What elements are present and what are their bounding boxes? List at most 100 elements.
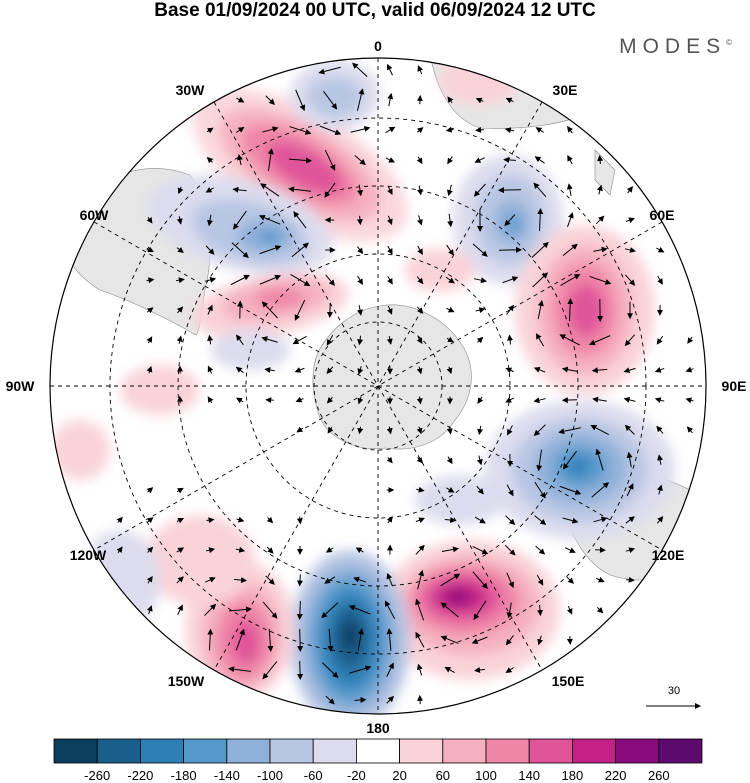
wind-arrow — [473, 183, 486, 197]
wind-arrow — [176, 246, 184, 254]
wind-arrow — [386, 695, 395, 704]
lon-label-30w: 30W — [176, 82, 206, 98]
wind-arrow — [326, 396, 334, 404]
wind-arrow — [207, 334, 214, 345]
wind-arrow — [595, 448, 604, 471]
wind-arrow — [293, 211, 307, 229]
wind-arrow — [177, 186, 184, 195]
wind-arrow — [416, 456, 424, 464]
wind-arrow — [446, 456, 453, 465]
reference-vector: 30 — [646, 685, 701, 709]
wind-arrow — [475, 307, 486, 314]
wind-arrow — [146, 487, 154, 494]
colorbar-tick-label: 180 — [562, 768, 584, 783]
wind-arrow — [236, 96, 245, 103]
wind-arrow — [356, 215, 363, 226]
wind-arrow — [505, 515, 516, 526]
wind-arrow — [537, 635, 544, 646]
wind-arrow — [326, 366, 334, 375]
wind-arrow — [415, 517, 425, 524]
wind-arrow — [262, 126, 279, 133]
wind-arrow — [266, 516, 274, 524]
wind-arrow — [386, 305, 393, 315]
wind-arrow — [261, 336, 278, 343]
wind-arrow — [260, 183, 280, 197]
wind-arrow — [327, 426, 334, 434]
wind-arrow — [327, 628, 334, 652]
wind-arrow — [236, 334, 244, 346]
wind-arrow — [505, 635, 514, 646]
wind-arrow — [207, 304, 213, 315]
wind-arrow — [357, 184, 364, 197]
wind-arrow — [235, 628, 245, 651]
wind-arrow — [415, 544, 425, 555]
wind-arrow — [296, 426, 304, 433]
colorbar-tick-label: 100 — [475, 768, 497, 783]
wind-arrow — [321, 662, 339, 679]
wind-arrow — [504, 127, 515, 134]
wind-arrow — [416, 663, 423, 676]
wind-arrow — [471, 636, 488, 644]
lon-label-60w: 60W — [80, 207, 110, 223]
wind-arrow — [235, 546, 246, 553]
wind-arrow — [558, 427, 581, 435]
wind-arrow — [533, 182, 547, 198]
lon-label-120e: 120E — [652, 547, 685, 563]
wind-arrow — [416, 366, 423, 375]
wind-arrow — [417, 569, 425, 590]
wind-arrow — [357, 396, 364, 405]
wind-arrow — [352, 62, 368, 78]
wind-arrow — [146, 277, 155, 284]
wind-arrow — [537, 208, 544, 232]
wind-arrow — [502, 276, 519, 284]
wind-arrow — [446, 426, 453, 435]
wind-arrow — [592, 396, 607, 403]
wind-arrow — [476, 336, 484, 344]
wind-arrow — [591, 367, 608, 374]
wind-arrow — [473, 277, 487, 284]
wind-arrow — [591, 482, 610, 498]
wind-arrow — [416, 156, 423, 165]
wind-arrow — [504, 544, 516, 556]
wind-arrow — [564, 547, 576, 553]
wind-arrow — [261, 301, 278, 319]
colorbar-tick-label: -20 — [347, 768, 366, 783]
wind-arrow — [687, 336, 694, 344]
wind-arrow — [507, 334, 514, 345]
wind-arrow — [624, 334, 636, 347]
wind-arrow — [354, 155, 366, 166]
wind-arrow — [686, 426, 694, 434]
colorbar-swatch — [312, 738, 357, 764]
colorbar-swatch — [442, 738, 487, 764]
wind-arrow — [176, 216, 183, 225]
lon-label-120w: 120W — [70, 547, 107, 563]
wind-arrow — [441, 546, 459, 553]
wind-arrow — [288, 157, 312, 164]
wind-arrow — [289, 126, 312, 135]
map-boundary — [49, 57, 707, 715]
wind-arrow — [477, 425, 484, 436]
wind-arrow — [567, 298, 574, 322]
wind-arrow — [357, 628, 364, 651]
wind-arrow — [597, 155, 604, 165]
wind-arrow — [416, 336, 423, 345]
wind-arrow — [533, 424, 546, 437]
wind-arrow — [506, 304, 515, 315]
wind-arrow — [657, 275, 663, 285]
wind-arrow — [566, 212, 574, 228]
wind-arrow — [567, 155, 573, 165]
wind-arrow — [146, 307, 154, 314]
wind-arrow — [387, 245, 393, 255]
wind-arrow — [532, 272, 549, 288]
wind-arrow — [386, 572, 393, 587]
wind-arrow — [146, 517, 154, 524]
wind-arrow — [146, 546, 154, 554]
wind-arrow — [318, 66, 341, 75]
wind-arrow — [415, 631, 425, 648]
wind-arrow — [357, 335, 364, 346]
wind-arrow — [537, 604, 543, 617]
wind-arrow — [236, 516, 245, 523]
wind-arrow — [415, 598, 425, 621]
wind-arrow — [386, 516, 393, 524]
